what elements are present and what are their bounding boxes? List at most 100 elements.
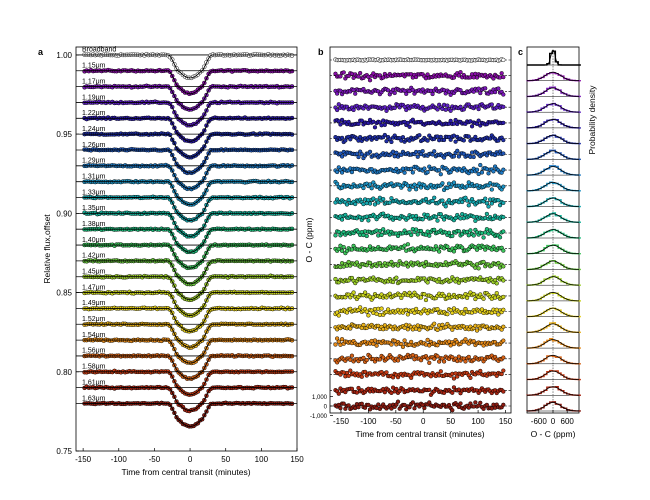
residual-points xyxy=(333,385,506,397)
residual-point xyxy=(359,374,364,379)
residual-point xyxy=(392,90,397,96)
series-points xyxy=(82,257,295,287)
residual-point xyxy=(402,338,407,343)
residual-point xyxy=(341,70,346,75)
model-curve xyxy=(83,292,294,316)
residual-point xyxy=(410,170,415,175)
model-curve xyxy=(83,165,294,190)
residual-point xyxy=(501,120,506,125)
residual-point xyxy=(339,337,345,342)
residual-point xyxy=(471,154,476,160)
residual-point xyxy=(438,172,443,177)
residual-point xyxy=(432,356,437,361)
model-curve xyxy=(83,355,294,380)
model-curve xyxy=(83,307,294,332)
model-curve xyxy=(83,244,294,269)
model-curve xyxy=(83,54,294,79)
series-label: 1.26μm xyxy=(82,142,106,149)
residual-point xyxy=(402,170,407,175)
residual-point xyxy=(418,295,424,300)
residual-point xyxy=(417,133,422,138)
series-points xyxy=(82,352,295,381)
residual-point xyxy=(367,78,373,83)
model-curve xyxy=(83,86,294,111)
residual-point xyxy=(405,242,411,247)
residual-point xyxy=(364,233,369,239)
model-curve xyxy=(83,181,294,206)
residual-point xyxy=(471,233,476,238)
series-label: 1.22μm xyxy=(82,110,106,117)
model-curve xyxy=(83,197,294,221)
data-point xyxy=(289,53,295,58)
residual-point xyxy=(435,218,440,223)
residual-points xyxy=(333,275,506,286)
residual-point xyxy=(437,249,442,254)
residual-point xyxy=(389,139,394,145)
series-points xyxy=(82,210,295,239)
residual-point xyxy=(481,235,486,240)
series-label: 1.42μm xyxy=(82,253,106,260)
x-tick-label: -600 xyxy=(531,417,548,426)
residual-points xyxy=(333,195,506,209)
panel-a-x-ticks: -150 -100 -50 0 50 100 150 xyxy=(75,448,304,464)
residual-points xyxy=(333,305,506,318)
residual-point xyxy=(501,264,506,269)
residual-point xyxy=(458,401,463,406)
residual-point xyxy=(381,227,386,232)
histogram xyxy=(526,181,581,192)
residual-point xyxy=(341,401,346,406)
residual-point xyxy=(494,291,499,296)
residual-point xyxy=(341,245,346,250)
residual-point xyxy=(466,134,471,139)
residual-point xyxy=(496,86,501,91)
residual-point xyxy=(412,406,417,411)
residual-point xyxy=(362,290,368,295)
residual-point xyxy=(338,406,343,411)
residual-point xyxy=(435,306,440,312)
residual-point xyxy=(481,296,486,301)
histogram xyxy=(526,72,581,82)
residual-points xyxy=(333,352,506,365)
histogram xyxy=(526,149,581,161)
histogram xyxy=(526,369,581,381)
residual-points xyxy=(333,85,506,97)
x-tick-label: 0 xyxy=(551,417,556,426)
residual-point xyxy=(491,76,496,81)
histogram xyxy=(526,307,581,318)
x-tick-label: 150 xyxy=(499,417,513,426)
residual-point xyxy=(382,390,387,395)
series-label: 1.33μm xyxy=(82,189,106,196)
panel-a: a Broadband1.15μm1.17μm1.19μm1.22μm1.24μ… xyxy=(38,46,304,477)
series-points xyxy=(82,226,295,255)
residual-point xyxy=(400,135,406,140)
model-curve xyxy=(83,117,294,142)
series-points xyxy=(82,67,295,97)
residual-point xyxy=(358,70,363,76)
series-points xyxy=(82,337,295,366)
panel-c-x-axis-label: O - C (ppm) xyxy=(531,429,576,439)
gaussian-fit xyxy=(527,244,579,255)
residual-points xyxy=(333,179,506,193)
residual-point xyxy=(489,102,494,107)
histogram xyxy=(527,50,581,66)
panel-b-label: b xyxy=(318,47,324,57)
residual-point xyxy=(501,57,506,63)
y-tick-label: 0.95 xyxy=(56,130,72,139)
residual-points xyxy=(333,162,506,177)
residual-point xyxy=(497,235,503,240)
residual-point xyxy=(466,203,471,208)
histogram xyxy=(526,292,581,302)
residual-point xyxy=(483,86,488,91)
residual-point xyxy=(489,187,494,192)
series-label: 1.56μm xyxy=(82,348,106,355)
histogram xyxy=(526,102,581,113)
residual-points xyxy=(333,242,506,256)
residual-point xyxy=(425,212,430,218)
residual-point xyxy=(427,387,432,392)
residual-point xyxy=(473,400,478,405)
residual-points xyxy=(333,227,506,240)
residual-point xyxy=(468,375,473,381)
series-points xyxy=(82,115,295,144)
series-points xyxy=(82,368,295,397)
